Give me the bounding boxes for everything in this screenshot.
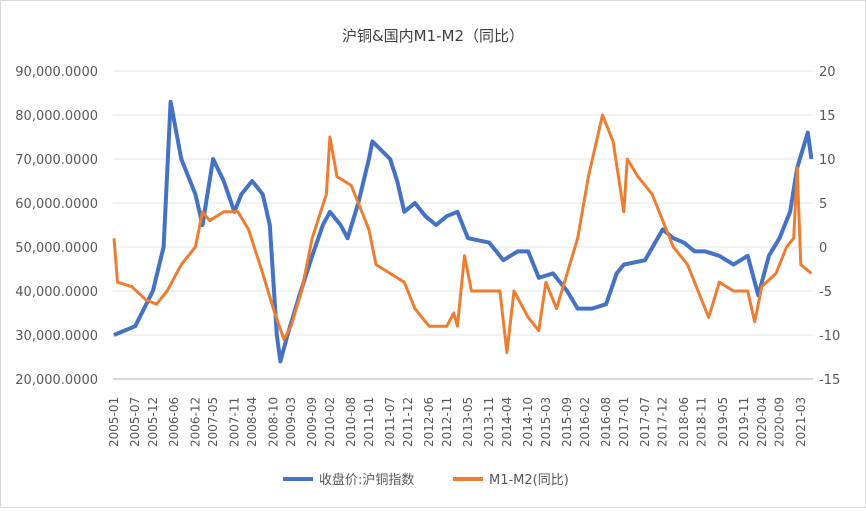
y-left-tick-label: 50,000.0000 <box>15 241 98 256</box>
x-tick-label: 2010-02 <box>323 397 337 447</box>
x-tick-label: 2005-01 <box>107 397 121 447</box>
legend-item-m1-m2: M1-M2(同比) <box>453 473 569 488</box>
x-tick-label: 2020-04 <box>755 397 769 447</box>
x-tick-label: 2020-09 <box>773 397 787 447</box>
x-tick-label: 2021-03 <box>794 397 808 447</box>
x-tick-label: 2007-05 <box>206 397 220 447</box>
x-tick-label: 2013-11 <box>482 397 496 447</box>
series-line-copper-index <box>113 99 814 364</box>
x-tick-label: 2010-08 <box>344 397 358 447</box>
x-tick-label: 2008-10 <box>266 397 280 447</box>
y-right-tick-label: -5 <box>819 285 832 300</box>
x-tick-label: 2015-09 <box>560 397 574 447</box>
x-tick-label: 2012-11 <box>440 397 454 447</box>
x-tick-label: 2006-06 <box>167 397 181 447</box>
legend-label: M1-M2(同比) <box>489 473 569 488</box>
y-right-tick-label: 15 <box>819 109 836 124</box>
x-tick-label: 2017-12 <box>656 397 670 447</box>
x-tick-label: 2012-06 <box>422 397 436 447</box>
x-tick-label: 2018-06 <box>677 397 691 447</box>
y-right-tick-label: 10 <box>819 153 836 168</box>
y-right-tick-label: 20 <box>819 65 836 80</box>
y-left-tick-label: 70,000.0000 <box>15 153 98 168</box>
legend-item-copper-index: 收盘价:沪铜指数 <box>283 472 414 488</box>
x-tick-label: 2018-11 <box>695 397 709 447</box>
y-left-tick-label: 60,000.0000 <box>15 197 98 212</box>
y-right-tick-label: 5 <box>819 197 827 212</box>
series-line-m1-m2 <box>112 113 813 355</box>
x-tick-label: 2009-03 <box>284 397 298 447</box>
x-tick-label: 2019-11 <box>737 397 751 447</box>
x-tick-label: 2016-02 <box>578 397 592 447</box>
x-tick-label: 2005-12 <box>146 397 160 447</box>
x-tick-label: 2017-07 <box>638 397 652 447</box>
y-right-tick-label: -15 <box>819 373 840 388</box>
x-tick-label: 2015-03 <box>539 397 553 447</box>
x-tick-label: 2014-04 <box>500 397 514 447</box>
chart-title: 沪铜&国内M1-M2（同比） <box>342 27 524 45</box>
x-tick-label: 2011-07 <box>383 397 397 447</box>
y-left-tick-label: 80,000.0000 <box>15 109 98 124</box>
x-tick-label: 2011-12 <box>401 397 415 447</box>
y-left-tick-label: 40,000.0000 <box>15 285 98 300</box>
y-right-tick-label: -10 <box>819 329 840 344</box>
x-tick-label: 2009-09 <box>305 397 319 447</box>
x-tick-label: 2014-10 <box>521 397 535 447</box>
x-tick-label: 2017-01 <box>617 397 631 447</box>
x-tick-label: 2006-12 <box>188 397 202 447</box>
x-tick-label: 2008-04 <box>245 397 259 447</box>
y-left-tick-label: 20,000.0000 <box>15 373 98 388</box>
x-tick-label: 2007-11 <box>227 397 241 447</box>
y-right-tick-label: 0 <box>819 241 827 256</box>
x-tick-label: 2019-05 <box>716 397 730 447</box>
x-tick-label: 2005-07 <box>128 397 142 447</box>
y-left-tick-label: 30,000.0000 <box>15 329 98 344</box>
legend-label: 收盘价:沪铜指数 <box>319 472 414 488</box>
y-left-tick-label: 90,000.0000 <box>15 65 98 80</box>
x-tick-label: 2016-08 <box>599 397 613 447</box>
x-tick-label: 2013-05 <box>461 397 475 447</box>
x-tick-label: 2011-01 <box>362 397 376 447</box>
